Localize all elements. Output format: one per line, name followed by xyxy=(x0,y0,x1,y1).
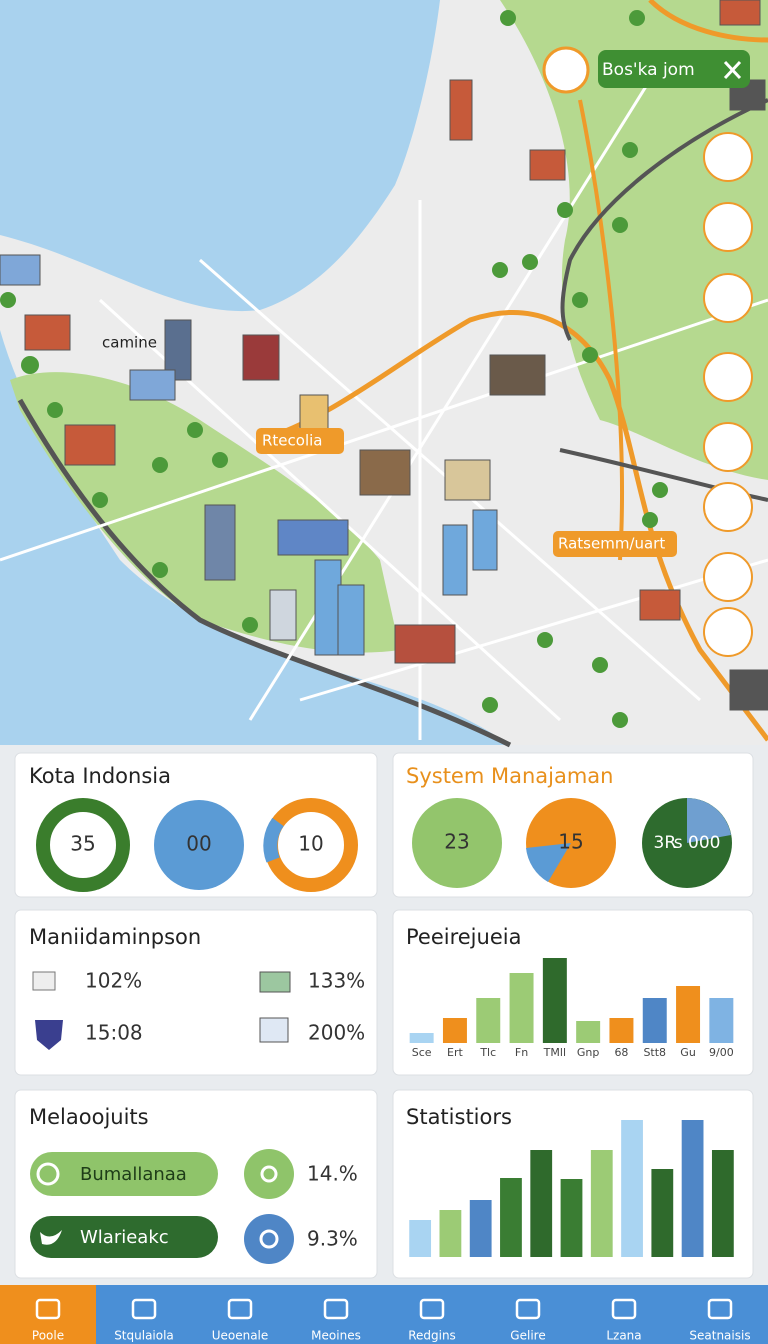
x-tick-label: Stt8 xyxy=(643,1046,666,1059)
button[interactable] xyxy=(30,1152,218,1196)
stat-value: 200% xyxy=(308,1021,365,1045)
stat-value: 14.% xyxy=(307,1162,358,1186)
bar xyxy=(476,998,501,1043)
nav-label[interactable]: Gelire xyxy=(510,1329,545,1343)
card-title: Kota Indonsia xyxy=(29,764,171,788)
bar xyxy=(651,1169,674,1257)
x-tick-label: Gnp xyxy=(577,1046,599,1059)
bar xyxy=(469,1200,492,1257)
nav-icon xyxy=(35,1298,61,1320)
nav-label[interactable]: Seatnaisis xyxy=(689,1329,750,1343)
map-popup[interactable] xyxy=(598,50,750,88)
nav-icon xyxy=(227,1298,253,1320)
kpi-value: 3₨ 000 xyxy=(654,833,721,853)
bar xyxy=(681,1120,704,1257)
bar xyxy=(609,1018,634,1043)
button[interactable] xyxy=(30,1216,218,1258)
x-tick-label: Sce xyxy=(412,1046,432,1059)
bar xyxy=(560,1179,583,1257)
nav-active xyxy=(0,1285,96,1344)
x-tick-label: Ert xyxy=(447,1046,463,1059)
kpi-value: 10 xyxy=(298,832,323,856)
stat-value: 133% xyxy=(308,969,365,993)
bar xyxy=(409,1033,434,1043)
nav-icon xyxy=(515,1298,541,1320)
bar xyxy=(409,1220,432,1257)
nav-icon xyxy=(131,1298,157,1320)
nav-label[interactable]: Ueoenale xyxy=(212,1329,269,1343)
nav-label[interactable]: Poole xyxy=(32,1329,64,1343)
map-label: Ratsemm/uart xyxy=(558,535,665,553)
nav-label[interactable]: Meoines xyxy=(311,1329,361,1343)
bar xyxy=(442,1018,467,1043)
nav-icon xyxy=(611,1298,637,1320)
kpi-value: 23 xyxy=(444,830,469,854)
nav-label[interactable]: Stqulaiola xyxy=(114,1329,174,1343)
x-tick-label: 68 xyxy=(614,1046,628,1059)
card-title: Peeirejueia xyxy=(406,925,521,949)
bar xyxy=(642,998,667,1043)
bar xyxy=(709,998,734,1043)
close-icon[interactable] xyxy=(723,60,742,80)
x-tick-label: TMll xyxy=(543,1046,566,1059)
card-title: Melaoojuits xyxy=(29,1105,149,1129)
x-tick-label: Tlc xyxy=(479,1046,496,1059)
kpi-value: 15 xyxy=(558,830,583,854)
nav-label[interactable]: Lzana xyxy=(606,1329,641,1343)
nav-label[interactable]: Redgins xyxy=(408,1329,456,1343)
x-tick-label: Fn xyxy=(515,1046,528,1059)
card-title: Maniidaminpson xyxy=(29,925,201,949)
map: Bos'ka jom camine Rtecolia Ratsemm/uart xyxy=(0,0,768,748)
stat-value: 15:08 xyxy=(85,1021,143,1045)
button-label[interactable]: Bumallanaa xyxy=(80,1164,187,1185)
x-tick-label: Gu xyxy=(680,1046,696,1059)
button-label[interactable]: Wlarieakc xyxy=(80,1227,169,1248)
bar xyxy=(576,1021,601,1043)
bar xyxy=(530,1150,553,1257)
stat-value: 9.3% xyxy=(307,1227,358,1251)
bar xyxy=(509,973,534,1043)
stat-value: 102% xyxy=(85,969,142,993)
kpi-value: 00 xyxy=(186,832,211,856)
nav-icon xyxy=(323,1298,349,1320)
nav-icon xyxy=(707,1298,733,1320)
nav-bar xyxy=(0,1285,768,1344)
bar xyxy=(542,958,567,1043)
map-label: Rtecolia xyxy=(262,432,322,450)
kpi-value: 35 xyxy=(70,832,95,856)
card-title: Statistiors xyxy=(406,1105,512,1129)
bar xyxy=(711,1150,734,1257)
nav-icon xyxy=(419,1298,445,1320)
x-tick-label: 9/00 xyxy=(709,1046,734,1059)
map-popup-label: Bos'ka jom xyxy=(602,60,695,80)
bar xyxy=(439,1210,462,1257)
bar xyxy=(500,1178,522,1257)
bar xyxy=(590,1150,613,1257)
bar xyxy=(621,1120,643,1257)
bar xyxy=(676,986,701,1043)
map-label: camine xyxy=(102,334,157,352)
card-title: System Manajaman xyxy=(406,764,614,788)
